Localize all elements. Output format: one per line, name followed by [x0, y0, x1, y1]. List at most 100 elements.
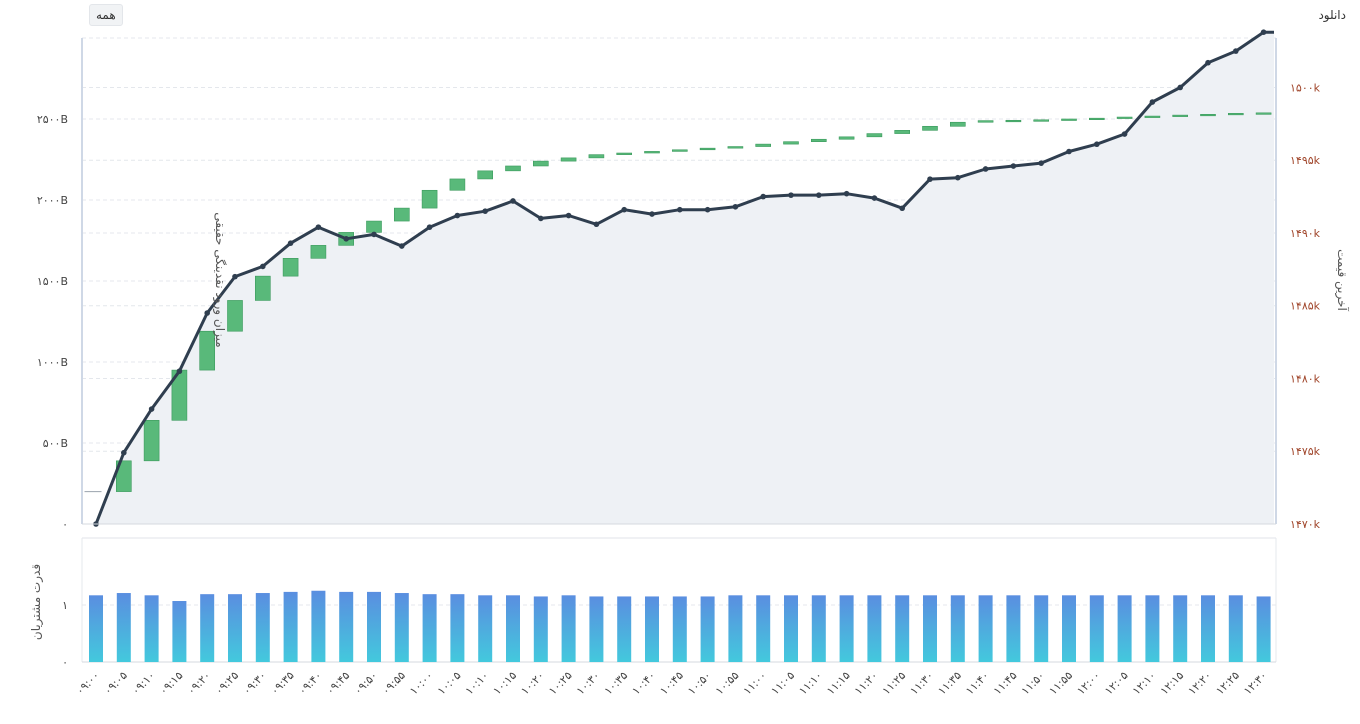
power-bar — [978, 595, 993, 662]
price-point — [1260, 29, 1267, 35]
price-point — [482, 208, 489, 214]
x-tick-label: ۱۱:۵۵ — [1047, 669, 1076, 698]
left-tick-label: ۱۰۰۰B — [37, 356, 68, 369]
price-point — [426, 224, 433, 230]
right-axis-ticks: ۱۴۷۰k ۱۴۷۵k ۱۴۸۰k ۱۴۸۵k ۱۴۹۰k ۱۴۹۵k ۱۵۰۰k — [1290, 81, 1321, 531]
price-point — [148, 406, 155, 412]
left-tick-label: ۵۰۰B — [43, 437, 68, 450]
x-tick-label: ۱۱:۵۰ — [1019, 669, 1048, 698]
price-point — [204, 310, 210, 316]
inflow-bar — [922, 125, 938, 131]
x-tick-label: ۱۰:۱۵ — [491, 669, 520, 698]
power-bar — [728, 595, 743, 662]
price-point — [565, 212, 572, 219]
x-tick-label: ۱۰:۱۰ — [463, 669, 492, 698]
left-tick-label: ۲۰۰۰B — [37, 194, 68, 207]
inflow-bar — [727, 146, 744, 149]
last-price-line — [94, 30, 1274, 525]
power-bar — [255, 593, 270, 662]
x-tick-label: ۱۰:۵۵ — [713, 669, 742, 698]
price-point — [371, 231, 377, 238]
x-tick-label: ۱۲:۳۰ — [1241, 669, 1270, 698]
price-point — [1094, 141, 1100, 148]
x-tick-label: ۰۹:۳۰ — [240, 669, 269, 698]
x-tick-label: ۱۰:۰۵ — [435, 669, 464, 698]
left-tick-label: ۲۵۰۰B — [37, 113, 68, 126]
x-tick-label: ۱۲:۰۰ — [1074, 669, 1103, 698]
price-point — [1149, 99, 1156, 105]
x-tick-label: ۱۱:۳۰ — [908, 669, 937, 698]
x-tick-label: ۰۹:۱۰ — [129, 669, 158, 698]
left-tick-label: ۰ — [62, 518, 68, 531]
power-bar — [1256, 596, 1271, 662]
right-tick-label: ۱۵۰۰k — [1290, 81, 1321, 94]
right-tick-label: ۱۴۹۵k — [1290, 154, 1321, 167]
power-bar — [200, 594, 215, 662]
power-bar — [1228, 595, 1243, 662]
inflow-bar — [143, 420, 160, 462]
inflow-bar — [310, 245, 327, 259]
price-area-fill — [96, 32, 1274, 524]
power-bar — [895, 595, 910, 662]
x-tick-label: ۰۹:۵۵ — [379, 669, 408, 698]
inflow-bar — [1228, 113, 1244, 116]
inflow-bar — [532, 160, 549, 167]
price-point — [871, 195, 878, 201]
power-bar — [589, 596, 604, 662]
right-tick-label: ۱۴۸۰k — [1290, 372, 1321, 385]
right-axis-title: آخرین قیمت — [1334, 249, 1350, 311]
power-bar — [561, 595, 576, 662]
price-point — [1010, 163, 1017, 169]
inflow-bar — [227, 300, 243, 332]
x-tick-label: ۱۰:۵۰ — [685, 669, 714, 698]
inflow-bar — [1172, 114, 1188, 117]
right-tick-label: ۱۴۷۰k — [1290, 518, 1321, 531]
power-bar — [506, 595, 520, 662]
lower-tick-label: ۰ — [62, 656, 68, 669]
inflow-bar — [810, 138, 827, 142]
right-tick-label: ۱۴۸۵k — [1290, 300, 1321, 313]
left-axis-title: میزان ورود نقدینگی حقیقی — [212, 212, 227, 347]
price-point — [982, 166, 989, 172]
power-bar — [144, 595, 159, 662]
price-point — [899, 205, 905, 212]
price-point — [176, 368, 183, 375]
inflow-bar — [616, 152, 633, 155]
inflow-bar — [1033, 119, 1049, 122]
power-bar — [367, 591, 381, 662]
right-tick-label: ۱۴۹۰k — [1290, 227, 1321, 240]
price-point — [121, 449, 127, 456]
range-all-button[interactable]: همه — [89, 4, 123, 26]
price-point — [343, 236, 350, 242]
power-bar — [283, 591, 298, 662]
inflow-waterfall-series — [84, 112, 1272, 493]
inflow-bar — [1061, 118, 1077, 121]
price-point — [1038, 160, 1044, 166]
lower-axis-ticks: ۰۱ — [62, 599, 68, 669]
price-point — [315, 224, 322, 230]
power-bar — [1006, 595, 1021, 662]
price-point — [232, 273, 238, 280]
power-bar — [700, 596, 715, 662]
price-point — [788, 192, 794, 198]
download-button[interactable]: دانلود — [1318, 8, 1346, 22]
inflow-bar — [1116, 116, 1133, 119]
price-point — [955, 174, 961, 181]
price-point — [1233, 48, 1239, 54]
price-point — [816, 192, 822, 198]
power-bar — [923, 595, 937, 662]
x-tick-label: ۰۹:۰۵ — [101, 669, 130, 698]
x-tick-label: ۱۲:۱۵ — [1158, 669, 1187, 698]
x-tick-label: ۱۱:۲۵ — [880, 669, 909, 698]
inflow-bar — [588, 154, 605, 159]
power-bar — [756, 595, 771, 662]
power-bar — [672, 596, 687, 662]
inflow-bar — [1144, 115, 1161, 118]
inflow-bar — [671, 149, 688, 152]
x-tick-label: ۱۱:۴۵ — [991, 669, 1020, 698]
inflow-bar — [421, 189, 438, 209]
price-point — [593, 221, 600, 228]
inflow-bar — [1089, 117, 1105, 120]
power-bar — [1062, 595, 1076, 662]
